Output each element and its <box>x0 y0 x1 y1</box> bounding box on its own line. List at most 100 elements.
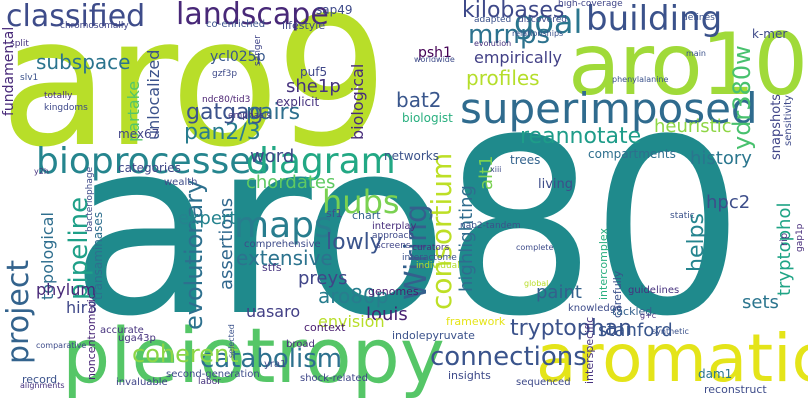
word: curators <box>412 243 450 253</box>
word: high-coverage <box>558 0 623 9</box>
word: snapshots <box>769 93 784 160</box>
word: sanger <box>253 35 263 66</box>
word: networks <box>384 149 439 163</box>
word: superimposed <box>460 84 758 133</box>
word: lifestyle <box>282 19 326 32</box>
word: goal <box>514 3 583 41</box>
word: shock-related <box>300 373 368 384</box>
word: discovered <box>518 15 567 25</box>
word: relationships <box>512 29 564 38</box>
word: knowledge <box>568 303 623 314</box>
word: pairs <box>246 100 301 125</box>
word: intercomplex <box>597 227 610 300</box>
word: tryptophol <box>774 202 795 296</box>
word: insights <box>448 369 491 382</box>
word: mex67 <box>118 127 160 141</box>
word: compartments <box>588 147 676 161</box>
word: profiles <box>466 66 540 90</box>
word: coherent <box>132 340 239 368</box>
word: chart <box>352 209 381 222</box>
word: helps <box>684 212 709 272</box>
word: yra1 <box>264 359 287 370</box>
word: extensive <box>236 246 333 270</box>
word: bat2 <box>396 88 442 112</box>
word: psh1 <box>418 45 452 61</box>
word: catabolism <box>200 344 343 374</box>
word: g+c <box>640 311 657 320</box>
word: invaluable <box>116 377 168 388</box>
word: diagram <box>246 141 396 182</box>
word: rip <box>779 232 790 246</box>
word: project <box>1 259 36 364</box>
word: screens <box>376 241 411 251</box>
word: word <box>250 146 295 167</box>
word: nab2-tandem <box>460 221 521 231</box>
word: noncentromeric <box>85 293 98 380</box>
word: puf5 <box>300 65 328 79</box>
word: explicit <box>276 95 320 109</box>
word: gap1p <box>795 223 805 252</box>
word: landscape <box>176 0 329 32</box>
word: sensitivity <box>783 95 794 146</box>
word: uasaro <box>246 302 301 321</box>
word: uga43p <box>118 333 156 344</box>
word: complete <box>516 243 554 252</box>
word: sequenced <box>516 377 571 388</box>
word: trees <box>510 153 541 167</box>
word: wealth <box>164 177 198 188</box>
word: second-generation <box>166 369 260 380</box>
word: building <box>586 0 723 39</box>
word: aro80p <box>318 284 389 308</box>
word: main <box>686 49 706 58</box>
word: approach <box>372 231 415 241</box>
word: indolepyruvate <box>392 329 475 342</box>
word: emphasis <box>228 111 272 121</box>
word: gzf3p <box>212 69 238 79</box>
word: phenylalanine <box>612 75 669 84</box>
word: tryptophan <box>510 316 633 341</box>
word: carefully <box>611 270 624 318</box>
word: lowly <box>326 230 383 255</box>
word: hir3 <box>66 298 98 317</box>
word: biologist <box>402 111 453 125</box>
word: chromosomally <box>60 21 129 31</box>
word: paint <box>536 282 582 303</box>
word: aro10 <box>568 15 808 115</box>
word: expert <box>178 208 237 229</box>
word: static <box>670 211 695 221</box>
word: synthetic <box>652 327 689 336</box>
word: k-mer <box>752 27 788 41</box>
word: tackled <box>612 305 653 318</box>
word: heuristic <box>654 116 732 137</box>
word: sap49 <box>316 3 353 17</box>
word: bioprocesses <box>36 141 271 182</box>
word: stfs <box>262 261 282 274</box>
word: guidelines <box>628 285 680 296</box>
word: aro9 <box>0 0 388 186</box>
word: dam1 <box>698 367 733 381</box>
word: comparative <box>36 341 87 350</box>
word: envision <box>318 312 385 331</box>
word: aromatic <box>536 320 808 397</box>
word: empirically <box>474 48 563 67</box>
word: ycl025p <box>210 49 266 65</box>
word: ndc80/tid3 <box>202 95 251 105</box>
word: interactome <box>402 253 457 263</box>
word: she1p <box>286 76 341 97</box>
word: accurate <box>100 325 144 336</box>
word: aro80 <box>70 88 744 370</box>
word: classified <box>6 0 146 34</box>
word: phylum <box>36 280 96 299</box>
word: louis <box>366 304 408 325</box>
word: comprehensive <box>244 239 321 250</box>
word: maps <box>234 205 333 246</box>
word: interplay <box>372 221 417 232</box>
word: consortium <box>425 152 458 310</box>
word: sf1 <box>326 207 343 220</box>
word: preys <box>298 268 348 289</box>
word: gatgag <box>186 100 264 125</box>
word: y2h <box>34 167 49 176</box>
word: worldwide <box>414 55 455 64</box>
word: pleiotropy <box>62 311 445 400</box>
